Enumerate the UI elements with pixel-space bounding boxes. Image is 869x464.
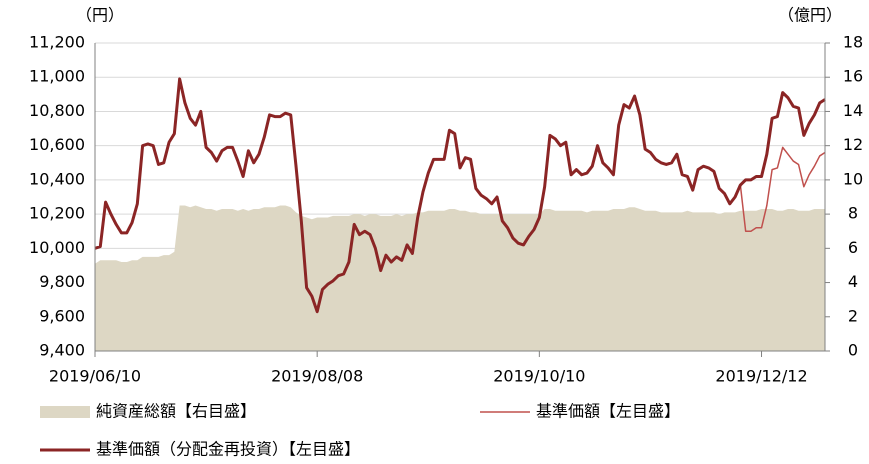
y2-tick-label: 2: [848, 306, 858, 325]
y-tick-label: 10,600: [29, 135, 85, 154]
x-tick-label: 2019/06/10: [49, 367, 141, 386]
y-tick-label: 9,400: [39, 341, 85, 360]
y-tick-label: 10,000: [29, 238, 85, 257]
y2-tick-label: 4: [848, 272, 858, 291]
x-tick-label: 2019/12/12: [715, 367, 807, 386]
y2-tick-label: 18: [843, 33, 863, 52]
x-tick-label: 2019/08/08: [271, 367, 363, 386]
area: [95, 205, 825, 351]
y2-tick-label: 16: [843, 67, 863, 86]
y-axis-unit: （円）: [76, 6, 124, 25]
y-tick-label: 10,800: [29, 101, 85, 120]
legend-label: 基準価額（分配金再投資）【左目盛】: [96, 440, 360, 459]
y-tick-label: 9,800: [39, 272, 85, 291]
y-tick-label: 10,200: [29, 204, 85, 223]
legend-swatch: [40, 406, 90, 418]
y2-tick-label: 6: [848, 238, 858, 257]
y2-axis-unit: （億円）: [778, 6, 842, 25]
y2-tick-label: 8: [848, 204, 858, 223]
legend-label: 基準価額【左目盛】: [536, 402, 680, 421]
y-tick-label: 9,600: [39, 306, 85, 325]
line: [94, 77, 826, 314]
y-tick-label: 10,400: [29, 169, 85, 188]
x-tick-label: 2019/10/10: [493, 367, 585, 386]
y2-tick-label: 12: [843, 135, 863, 154]
y2-tick-label: 10: [843, 169, 863, 188]
y2-tick-label: 14: [843, 101, 863, 120]
legend-label: 純資産総額【右目盛】: [96, 402, 256, 421]
y-tick-label: 11,000: [29, 67, 85, 86]
y2-tick-label: 0: [848, 341, 858, 360]
y-tick-label: 11,200: [29, 33, 85, 52]
